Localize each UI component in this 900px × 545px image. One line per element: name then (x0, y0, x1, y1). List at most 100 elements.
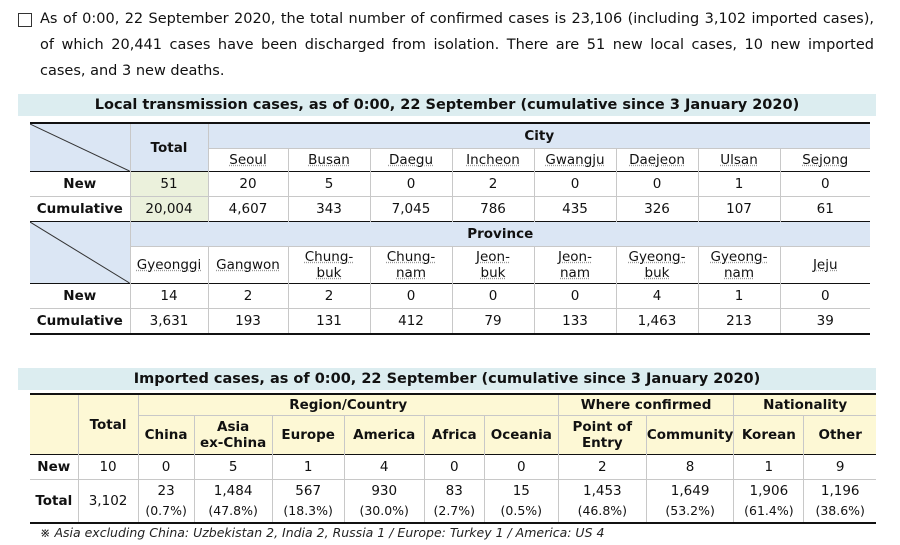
imported-total-header: Total (78, 393, 139, 455)
local-cum-city-value: 61 (816, 201, 834, 217)
imported-column-header: Community (646, 415, 735, 455)
imported-table-title: Imported cases, as of 0:00, 22 September… (18, 368, 876, 390)
local-new-province-value: 2 (288, 283, 371, 309)
city-group-header: City (208, 122, 870, 149)
local-new-province-value: 0 (820, 288, 830, 304)
imported-total-value: 1,484 (47.8%) (194, 479, 273, 524)
where-confirmed-header: Where confirmed (558, 393, 735, 416)
imported-total-value: 1,196 (38.6%) (803, 479, 876, 524)
imported-column-header: Asia ex-China (194, 415, 273, 455)
local-cum-province-value: 39 (780, 308, 870, 335)
imported-total-value: 1,649 (53.2%) (646, 479, 735, 524)
imported-column-header: Africa (424, 415, 485, 455)
imported-total-value: 15 (0.5%) (484, 479, 559, 524)
local-new-total: 51 (130, 171, 209, 197)
city-name-ulsan: Ulsan (698, 148, 781, 172)
row-label-new: New (30, 454, 79, 480)
imported-new-value: 8 (646, 454, 735, 480)
local-total-header: Total (130, 122, 209, 172)
local-cum-city-value: 107 (698, 196, 781, 222)
local-cum-province-value: 133 (534, 308, 617, 335)
local-table-title: Local transmission cases, as of 0:00, 22… (18, 94, 876, 116)
imported-new-value: 5 (194, 454, 273, 480)
imported-new-value: 1 (272, 454, 345, 480)
nationality-header: Nationality (733, 393, 876, 416)
local-new-province-value: 0 (534, 283, 617, 309)
imported-cases-table: Total Region/Country Where confirmed Nat… (30, 393, 876, 524)
imported-total-value: 1,906 (61.4%) (733, 479, 805, 524)
imported-new-value: 0 (484, 454, 559, 480)
imported-new-total: 10 (78, 454, 139, 480)
city-name-daejeon: Daejeon (616, 148, 699, 172)
imported-column-header: Korean (733, 415, 805, 455)
province-name: Gyeonggi (130, 246, 209, 284)
city-name-incheon: Incheon (452, 148, 535, 172)
local-cases-table: Total City Seoul Busan Daegu Incheon Gwangju… (30, 122, 870, 335)
region-group-header: Region/Country (138, 393, 559, 416)
province-name: Chung-nam (370, 246, 453, 284)
intro-text: As of 0:00, 22 September 2020, the total… (40, 11, 874, 79)
imported-new-value: 4 (344, 454, 425, 480)
local-cum-city-value: 4,607 (208, 196, 289, 222)
local-new-city-value: 2 (452, 171, 535, 197)
imported-total-value: 930 (30.0%) (344, 479, 425, 524)
row-label-new: New (30, 171, 131, 197)
local-new-city-value: 0 (616, 171, 699, 197)
local-new-city-value: 20 (208, 171, 289, 197)
imported-new-value: 9 (835, 459, 845, 475)
diagonal-header-cell (30, 122, 131, 172)
local-new-province-value: 1 (698, 283, 781, 309)
local-new-province-value: 14 (130, 283, 209, 309)
local-new-city-value: 0 (534, 171, 617, 197)
row-label-cumulative: Cumulative (30, 196, 131, 222)
imported-column-header: America (344, 415, 425, 455)
local-new-city-value: 0 (820, 176, 830, 192)
local-cum-city-value: 435 (534, 196, 617, 222)
local-new-city-value: 1 (698, 171, 781, 197)
local-cum-province-value: 193 (208, 308, 289, 335)
local-new-city-value: 5 (288, 171, 371, 197)
local-cum-province-value: 412 (370, 308, 453, 335)
local-new-city-value: 0 (370, 171, 453, 197)
province-name: Gangwon (208, 246, 289, 284)
imported-column-header: Point of Entry (558, 415, 647, 455)
local-cum-province-value: 213 (698, 308, 781, 335)
local-cum-city-value: 326 (616, 196, 699, 222)
imported-column-header: China (138, 415, 195, 455)
local-cum-city-value: 343 (288, 196, 371, 222)
local-cum-total: 20,004 (130, 196, 209, 222)
city-name-daegu: Daegu (370, 148, 453, 172)
local-cum-city-value: 786 (452, 196, 535, 222)
row-label-cumulative: Cumulative (30, 308, 131, 335)
local-cum-province-value: 131 (288, 308, 371, 335)
province-name: Gyeong-buk (616, 246, 699, 284)
imported-total-value: 23 (0.7%) (138, 479, 195, 524)
row-label-new: New (30, 283, 131, 309)
imported-new-value: 1 (733, 454, 805, 480)
province-name: Gyeong-nam (698, 246, 781, 284)
province-name: Jeon-nam (534, 246, 617, 284)
city-name-seoul: Seoul (208, 148, 289, 172)
city-name-sejong: Sejong (802, 152, 849, 168)
city-name-gwangju: Gwangju (534, 148, 617, 172)
local-cum-province-value: 3,631 (130, 308, 209, 335)
imported-new-value: 0 (424, 454, 485, 480)
imported-column-header: Other (803, 415, 876, 455)
row-label-total: Total (30, 479, 79, 524)
local-new-province-value: 4 (616, 283, 699, 309)
imported-total-value: 83 (2.7%) (424, 479, 485, 524)
local-new-province-value: 0 (370, 283, 453, 309)
province-group-header: Province (130, 221, 870, 247)
footnote: ※ Asia excluding China: Uzbekistan 2, In… (40, 525, 605, 540)
imported-corner-cell (30, 393, 79, 455)
province-name: Jeju (812, 257, 838, 273)
bullet-box-icon (18, 13, 32, 27)
imported-total-value: 1,453 (46.8%) (558, 479, 647, 524)
diagonal-header-cell (30, 221, 131, 284)
province-name: Chung-buk (288, 246, 371, 284)
local-cum-city-value: 7,045 (370, 196, 453, 222)
local-new-province-value: 2 (208, 283, 289, 309)
local-cum-province-value: 79 (452, 308, 535, 335)
imported-column-header: Europe (272, 415, 345, 455)
imported-new-value: 0 (138, 454, 195, 480)
